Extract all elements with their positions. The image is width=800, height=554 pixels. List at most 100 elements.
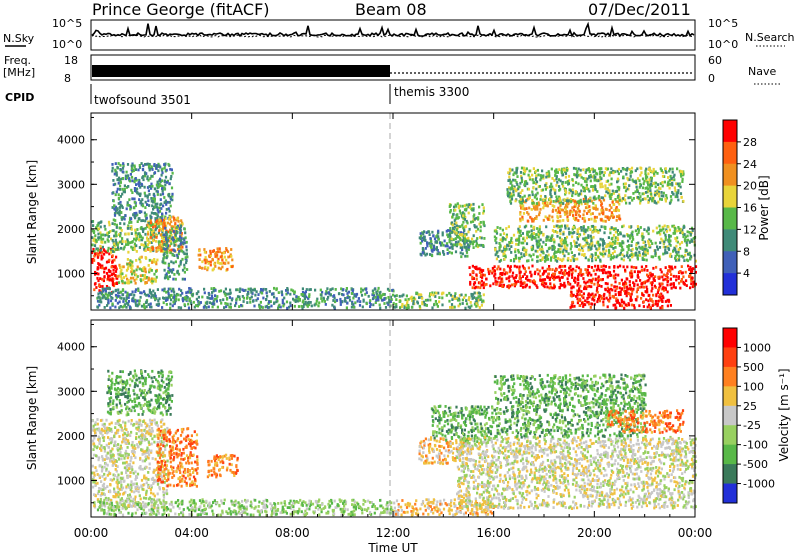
power-data-cell [440, 241, 444, 245]
power-data-cell [456, 298, 460, 302]
power-data-cell [626, 176, 629, 180]
power-data-cell [149, 223, 152, 227]
power-data-cell [279, 305, 282, 309]
power-data-cell [115, 267, 118, 271]
power-data-cell [147, 199, 150, 203]
power-data-cell [571, 206, 574, 210]
power-data-cell [607, 288, 611, 292]
power-data-cell [543, 201, 547, 205]
power-data-cell [629, 234, 632, 237]
power-data-cell [521, 217, 524, 221]
power-data-cell [146, 186, 150, 189]
power-data-cell [240, 304, 243, 307]
power-data-cell [562, 239, 565, 243]
power-data-cell [170, 293, 173, 297]
power-data-cell [553, 188, 556, 192]
power-data-cell [598, 268, 601, 272]
power-data-cell [224, 294, 227, 297]
power-data-cell [508, 270, 511, 274]
power-data-cell [114, 205, 117, 209]
power-data-cell [166, 181, 169, 184]
power-data-cell [649, 186, 652, 189]
power-data-cell [185, 298, 188, 301]
power-data-cell [611, 252, 614, 255]
power-data-cell [184, 256, 187, 259]
power-data-cell [270, 304, 273, 308]
power-data-cell [521, 248, 525, 251]
power-data-cell [611, 200, 614, 204]
power-data-cell [514, 178, 517, 182]
power-data-cell [645, 290, 648, 294]
power-data-cell [102, 279, 105, 283]
power-data-cell [632, 192, 635, 195]
power-data-cell [659, 187, 662, 191]
power-data-cell [101, 277, 104, 281]
power-data-cell [151, 281, 154, 285]
power-data-cell [161, 189, 164, 193]
power-data-cell [679, 169, 682, 173]
power-data-cell [500, 277, 503, 281]
power-data-cell [131, 290, 134, 294]
power-data-cell [665, 230, 669, 233]
power-data-cell [589, 228, 592, 231]
power-data-cell [450, 221, 453, 225]
power-data-cell [637, 276, 640, 279]
power-data-cell [510, 197, 514, 201]
power-data-cell [649, 245, 652, 249]
power-data-cell [510, 245, 513, 248]
power-data-cell [106, 286, 109, 290]
power-data-cell [538, 213, 541, 217]
power-data-cell [297, 299, 300, 303]
power-data-cell [681, 180, 684, 183]
power-data-cell [111, 222, 114, 225]
power-data-cell [595, 215, 598, 219]
power-data-cell [160, 173, 163, 177]
power-data-cell [168, 269, 171, 273]
power-data-cell [521, 189, 524, 192]
power-data-cell [457, 216, 460, 219]
power-data-cell [587, 218, 591, 221]
power-data-cell [550, 195, 553, 199]
power-data-cell [675, 253, 679, 257]
power-data-cell [526, 278, 529, 282]
power-data-cell [136, 187, 139, 191]
power-data-cell [308, 295, 311, 298]
power-data-cell [560, 276, 563, 279]
power-data-cell [599, 252, 603, 256]
power-data-cell [472, 218, 475, 221]
power-data-cell [517, 185, 520, 189]
power-data-cell [600, 211, 603, 215]
power-data-cell [130, 227, 133, 231]
power-data-cell [165, 274, 168, 278]
power-data-cell [507, 194, 510, 198]
power-data-cell [663, 240, 666, 244]
power-data-cell [165, 290, 168, 294]
power-data-cell [454, 208, 457, 212]
power-data-cell [659, 241, 662, 245]
power-data-cell [470, 294, 473, 298]
power-data-cell [681, 177, 684, 181]
power-data-cell [573, 231, 576, 234]
power-data-cell [614, 239, 617, 243]
power-data-cell [683, 225, 686, 229]
power-data-cell [529, 270, 532, 274]
power-data-cell [598, 212, 601, 216]
power-data-cell [451, 295, 454, 298]
power-data-cell [159, 177, 162, 181]
power-data-cell [472, 277, 475, 280]
power-data-cell [533, 195, 536, 199]
power-data-cell [170, 248, 173, 252]
power-data-cell [635, 246, 638, 250]
power-data-cell [572, 208, 575, 212]
power-data-cell [684, 239, 687, 243]
power-data-cell [133, 245, 136, 248]
power-data-cell [293, 304, 296, 308]
power-data-cell [656, 304, 659, 308]
power-data-cell [517, 192, 520, 196]
power-data-cell [379, 306, 382, 310]
power-data-cell [478, 306, 481, 309]
power-data-cell [94, 238, 97, 242]
power-data-cell [166, 239, 170, 242]
power-data-cell [592, 294, 595, 298]
power-data-cell [605, 249, 608, 253]
